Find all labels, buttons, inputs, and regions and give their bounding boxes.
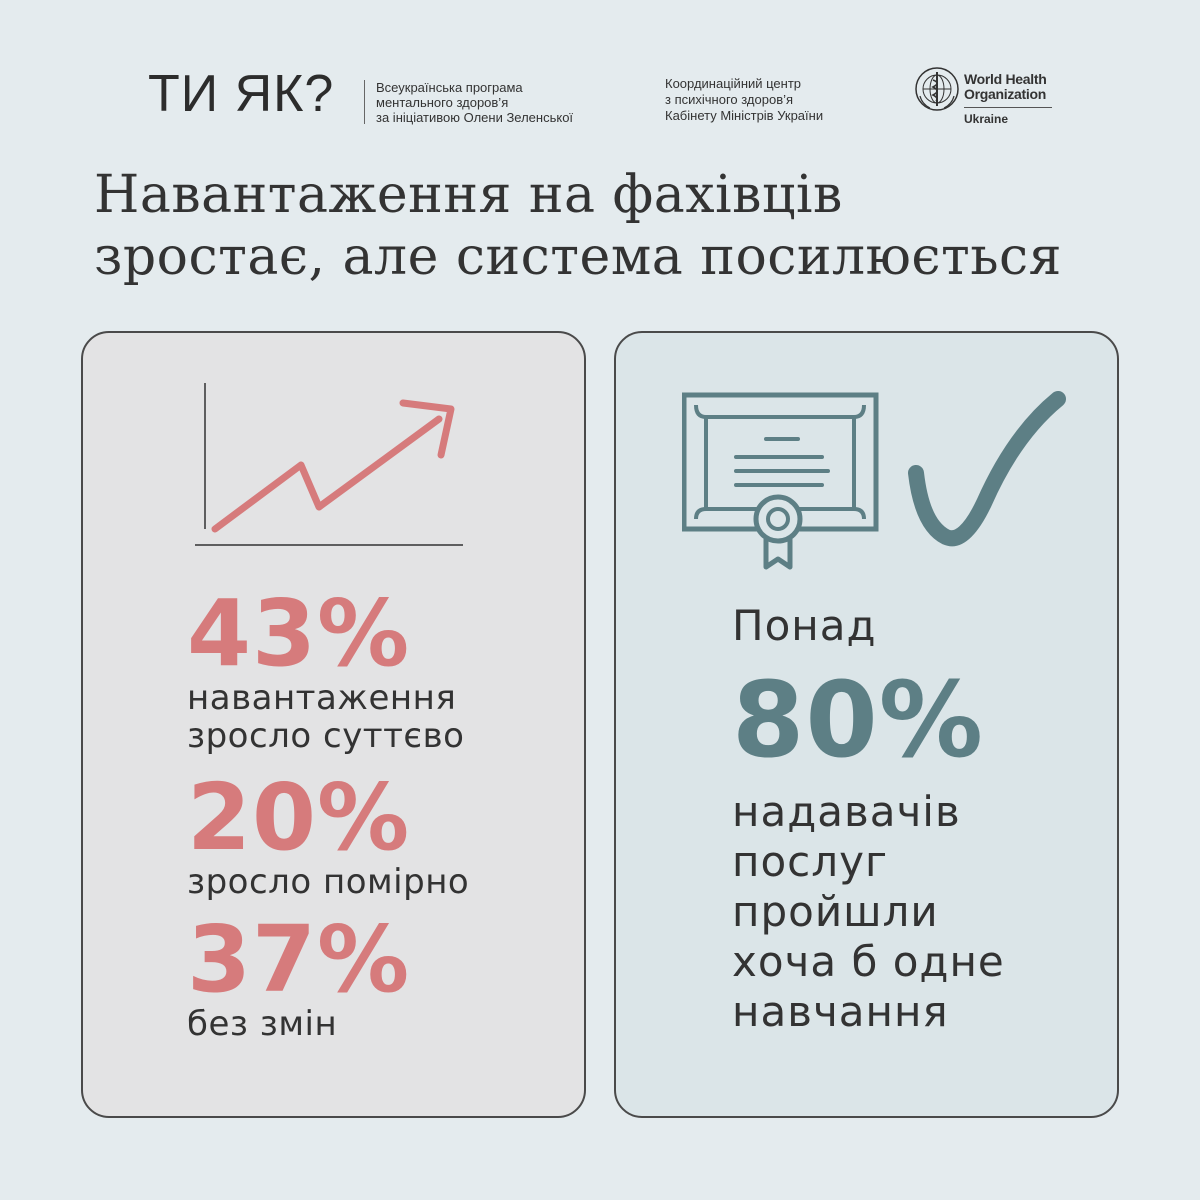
stat-label-line: навчання (732, 987, 949, 1036)
who-emblem-icon (915, 67, 959, 111)
tiyak-logo: ТИ ЯК? (148, 65, 335, 123)
stat-label: надавачів послуг пройшли хоча б одне нав… (732, 787, 1005, 1037)
title-line: Навантаження на фахівців (94, 165, 843, 225)
certificate-icon (682, 392, 879, 570)
stat-label-line: надавачів (732, 787, 961, 836)
coordination-line: з психічного здоров’я (665, 92, 794, 107)
stat-value: 43% (187, 580, 411, 687)
stat-significant-increase: 43% навантаження зросло суттєво (187, 580, 465, 756)
stat-label: без змін (187, 1004, 338, 1044)
coordination-line: Кабінету Міністрів України (665, 108, 824, 123)
stat-label: навантаження (187, 678, 457, 718)
stat-label-line: послуг (732, 837, 889, 886)
who-name-line: World Health (964, 71, 1047, 87)
stat-value: 20% (187, 764, 411, 871)
stat-label-line: хоча б одне (732, 937, 1005, 986)
stat-label: зросло суттєво (187, 716, 465, 756)
workload-card: 43% навантаження зросло суттєво 20% зрос… (81, 331, 586, 1118)
logo-divider (364, 80, 365, 124)
stat-label: зросло помірно (187, 862, 470, 902)
stat-moderate-increase: 20% зросло помірно (187, 764, 470, 902)
who-name-line: Organization (964, 86, 1046, 102)
program-description: Всеукраїнська програма ментального здоро… (376, 80, 573, 125)
checkmark-icon (908, 391, 1066, 547)
program-line: ментального здоров’я (376, 95, 509, 110)
stat-no-change: 37% без змін (187, 906, 411, 1044)
page-title: Навантаження на фахівців зростає, але си… (94, 164, 1062, 288)
stat-label-line: пройшли (732, 887, 939, 936)
title-line: зростає, але система посилюється (94, 227, 1062, 287)
program-line: за ініціативою Олени Зеленської (376, 110, 574, 125)
who-name: World Health Organization (964, 71, 1047, 102)
who-divider (964, 107, 1052, 108)
who-country: Ukraine (964, 112, 1009, 126)
coordination-line: Координаційний центр (665, 76, 802, 91)
coordination-center-text: Координаційний центр з психічного здоров… (665, 76, 823, 124)
stat-prefix: Понад (732, 601, 877, 650)
growth-chart-icon (195, 383, 463, 546)
stat-value: 37% (187, 906, 411, 1013)
stat-value: 80% (732, 659, 984, 781)
program-line: Всеукраїнська програма (376, 80, 523, 95)
training-card: Понад 80% надавачів послуг пройшли хоча … (614, 331, 1119, 1118)
